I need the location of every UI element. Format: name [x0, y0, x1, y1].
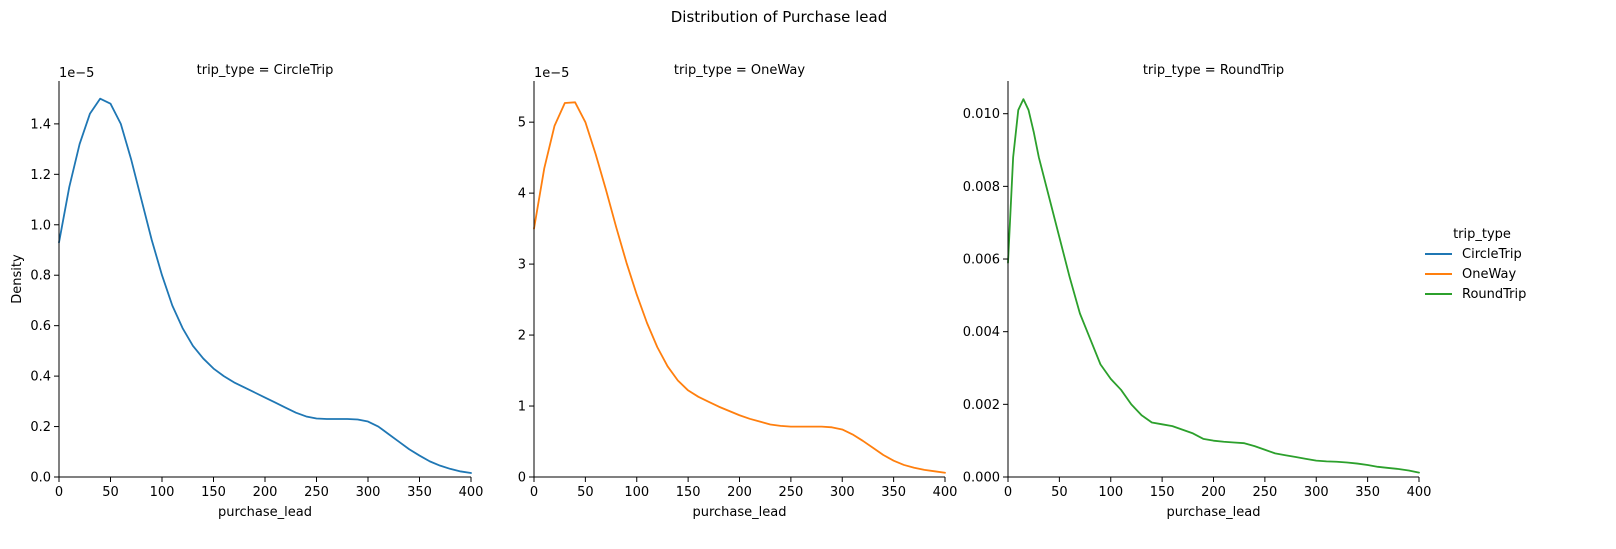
x-tick-label: 50 — [102, 485, 119, 500]
x-tick-label: 350 — [881, 485, 906, 500]
facet-panel-circletrip: trip_type = CircleTrip 1e−5 purchase_lea… — [10, 63, 483, 520]
y-axis-label: Density — [10, 254, 25, 304]
y-tick-label: 0.002 — [963, 398, 1000, 413]
y-tick-label: 2 — [518, 329, 526, 344]
x-tick-label: 150 — [676, 485, 701, 500]
facet-panel-oneway: trip_type = OneWay 1e−5 purchase_lead 0 5… — [518, 63, 958, 520]
panel-title: trip_type = RoundTrip — [1143, 63, 1284, 78]
x-tick-label: 50 — [577, 485, 594, 500]
x-axis-label: purchase_lead — [692, 505, 786, 520]
x-tick-label: 400 — [1407, 485, 1432, 500]
x-axis-label: purchase_lead — [218, 505, 312, 520]
panel-title: trip_type = CircleTrip — [197, 63, 334, 78]
y-tick-label: 1 — [518, 400, 526, 415]
x-tick-label: 400 — [459, 485, 484, 500]
legend-item-circletrip: CircleTrip — [1425, 247, 1522, 262]
y-tick-label: 5 — [518, 116, 526, 131]
x-tick-label: 100 — [150, 485, 175, 500]
y-offset-label: 1e−5 — [59, 66, 94, 81]
x-axis-label: purchase_lead — [1166, 505, 1260, 520]
y-tick-label: 0.008 — [963, 180, 1000, 195]
x-tick-label: 250 — [778, 485, 803, 500]
series-line-circletrip — [58, 97, 472, 474]
x-tick-label: 0 — [55, 485, 63, 500]
legend-label: CircleTrip — [1462, 247, 1522, 262]
x-tick-label: 250 — [1252, 485, 1277, 500]
x-tick-label: 250 — [304, 485, 329, 500]
x-tick-label: 200 — [1201, 485, 1226, 500]
x-tick-label: 300 — [1304, 485, 1329, 500]
legend-label: OneWay — [1462, 267, 1516, 282]
x-tick-label: 100 — [1098, 485, 1123, 500]
x-tick-label: 300 — [356, 485, 381, 500]
legend-title: trip_type — [1453, 227, 1511, 242]
y-tick-label: 4 — [518, 187, 526, 202]
x-tick-label: 150 — [1150, 485, 1175, 500]
y-tick-label: 0.004 — [963, 325, 1000, 340]
y-tick-label: 0.0 — [30, 471, 51, 486]
y-tick-label: 0.000 — [963, 471, 1000, 486]
y-offset-label: 1e−5 — [534, 66, 569, 81]
legend: trip_type CircleTrip OneWay RoundTrip — [1425, 227, 1526, 302]
x-tick-label: 350 — [407, 485, 432, 500]
x-tick-label: 0 — [530, 485, 538, 500]
y-tick-label: 1.2 — [30, 168, 51, 183]
x-tick-label: 0 — [1004, 485, 1012, 500]
y-tick-label: 0.4 — [30, 370, 51, 385]
legend-label: RoundTrip — [1462, 287, 1526, 302]
x-tick-label: 150 — [201, 485, 226, 500]
y-tick-label: 0.006 — [963, 253, 1000, 268]
x-tick-label: 100 — [624, 485, 649, 500]
y-tick-label: 0.8 — [30, 269, 51, 284]
y-tick-label: 0.6 — [30, 319, 51, 334]
y-tick-label: 0.010 — [963, 107, 1000, 122]
x-tick-label: 50 — [1051, 485, 1068, 500]
x-tick-label: 350 — [1355, 485, 1380, 500]
y-tick-label: 3 — [518, 258, 526, 273]
legend-item-roundtrip: RoundTrip — [1425, 287, 1526, 302]
x-tick-label: 200 — [253, 485, 278, 500]
series-line-roundtrip — [1007, 98, 1420, 474]
facet-panel-roundtrip: trip_type = RoundTrip purchase_lead 0 50 1… — [963, 63, 1432, 520]
panel-title: trip_type = OneWay — [674, 63, 805, 78]
y-tick-label: 0.2 — [30, 420, 51, 435]
series-line-oneway — [533, 101, 946, 474]
figure-title: Distribution of Purchase lead — [671, 8, 888, 26]
x-tick-label: 400 — [933, 485, 958, 500]
x-tick-label: 200 — [727, 485, 752, 500]
y-tick-label: 1.0 — [30, 218, 51, 233]
y-tick-label: 0 — [518, 471, 526, 486]
x-tick-label: 300 — [830, 485, 855, 500]
y-tick-label: 1.4 — [30, 117, 51, 132]
legend-item-oneway: OneWay — [1425, 267, 1516, 282]
